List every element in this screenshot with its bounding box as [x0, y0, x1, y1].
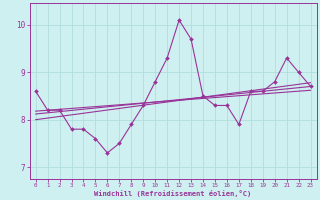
X-axis label: Windchill (Refroidissement éolien,°C): Windchill (Refroidissement éolien,°C)	[94, 190, 252, 197]
